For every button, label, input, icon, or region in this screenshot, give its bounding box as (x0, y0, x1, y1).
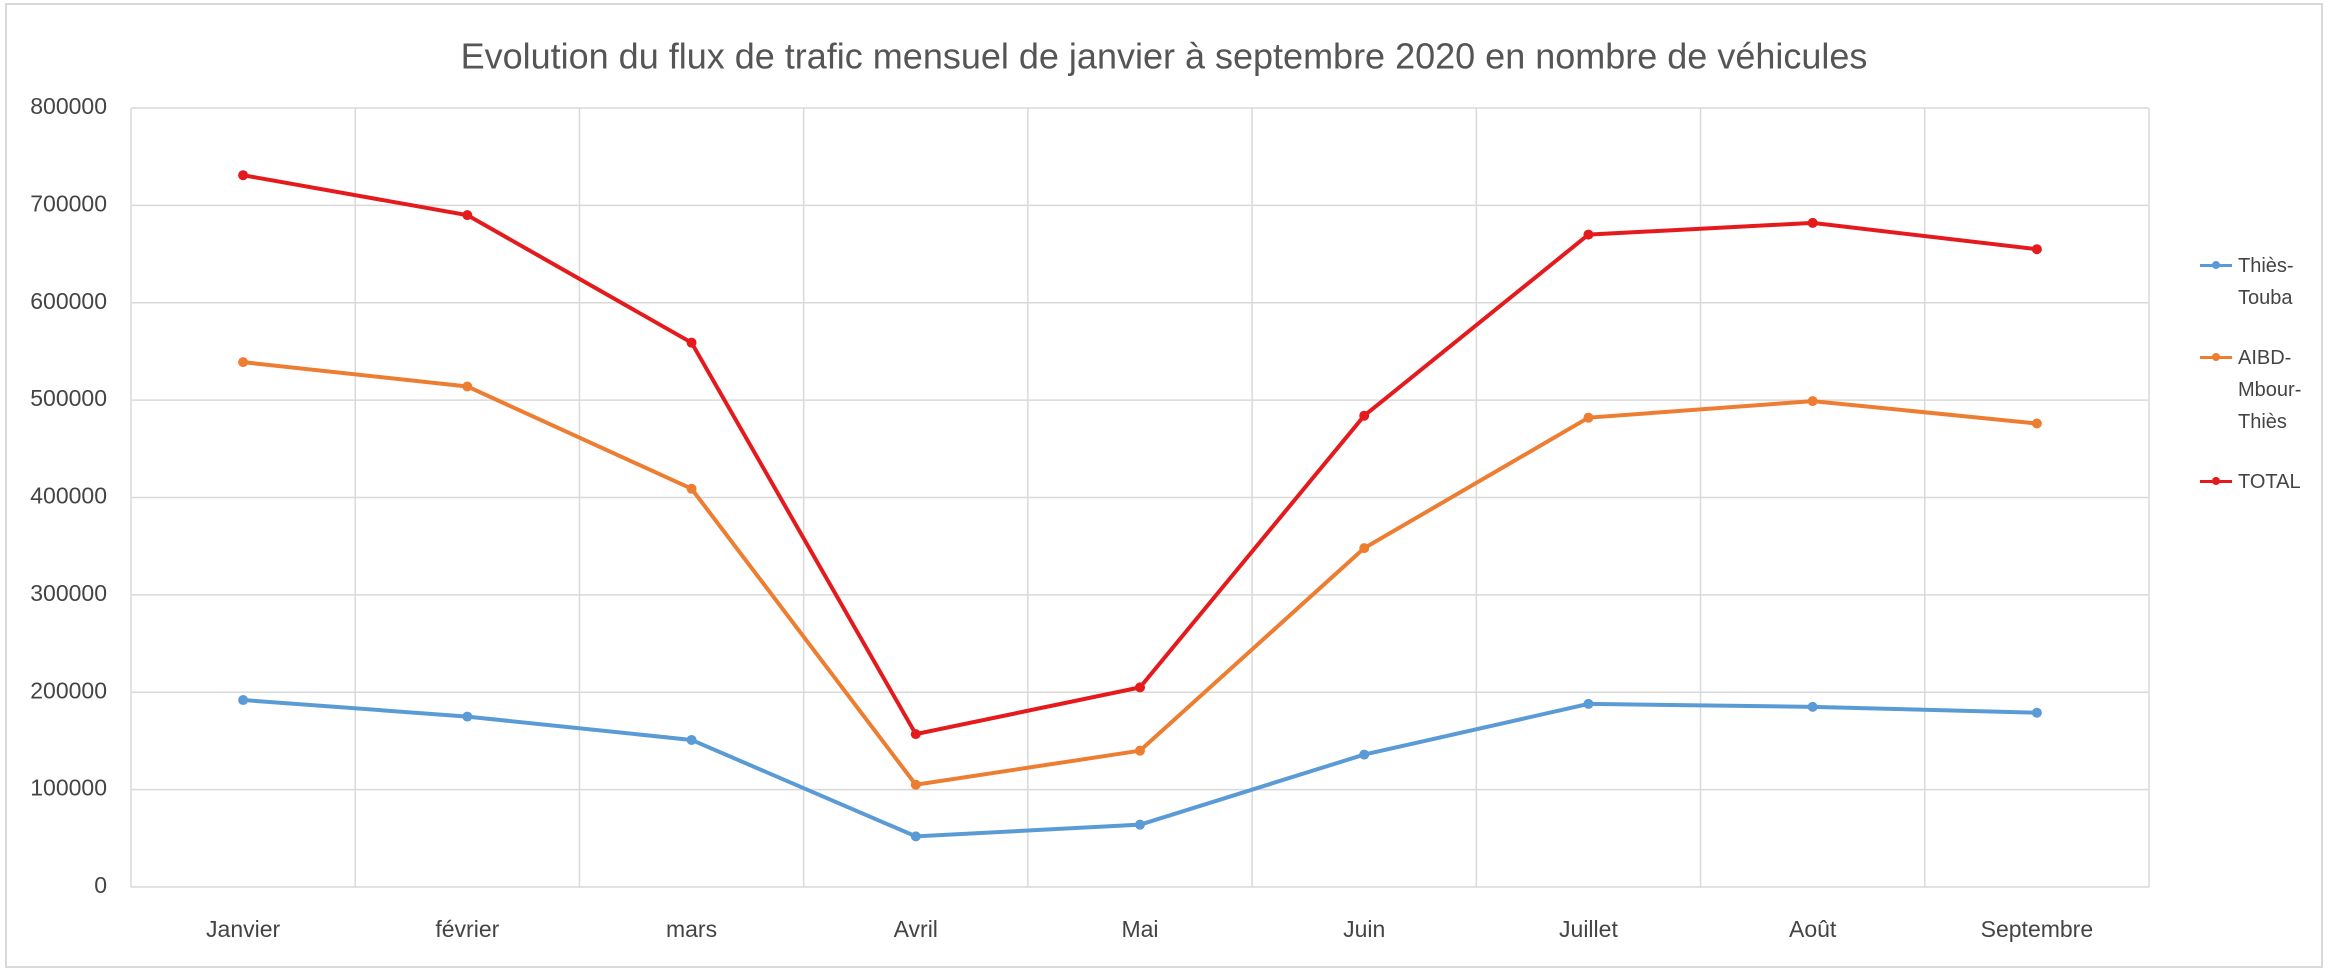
x-tick-label: Août (1789, 916, 1837, 942)
x-tick-label: Septembre (1981, 916, 2094, 942)
data-point (238, 695, 249, 706)
legend: Thiès-Touba AIBD-Mbour-Thiès TOTAL (2200, 250, 2320, 526)
y-tick-label: 500000 (30, 385, 107, 411)
x-tick-label: Juillet (1559, 916, 1618, 942)
data-point (1807, 701, 1818, 712)
data-point (910, 831, 921, 842)
data-point (1135, 745, 1145, 756)
data-point (238, 170, 249, 181)
y-tick-label: 700000 (30, 190, 107, 216)
data-point (1807, 396, 1818, 407)
legend-item: Thiès-Touba (2200, 250, 2320, 314)
legend-swatch (2200, 353, 2232, 361)
x-tick-label: Mai (1121, 916, 1158, 942)
data-point (686, 734, 697, 745)
data-point (686, 483, 697, 494)
data-point (1583, 698, 1594, 709)
x-tick-label: février (435, 916, 499, 942)
data-point (462, 381, 473, 392)
data-point (462, 711, 473, 722)
data-point (1359, 543, 1370, 554)
data-point (238, 357, 249, 368)
data-point (2031, 418, 2042, 429)
data-point (1359, 749, 1370, 760)
data-point (1807, 217, 1818, 228)
legend-item: TOTAL (2200, 466, 2320, 498)
legend-label: TOTAL (2238, 471, 2301, 493)
y-tick-label: 800000 (30, 93, 107, 119)
legend-swatch (2200, 261, 2232, 269)
data-point (1359, 410, 1370, 421)
y-tick-label: 200000 (30, 677, 107, 703)
legend-label: AIBD-Mbour-Thiès (2238, 347, 2302, 433)
legend-swatch (2200, 477, 2232, 485)
x-tick-label: mars (666, 916, 717, 942)
legend-item: AIBD-Mbour-Thiès (2200, 342, 2320, 438)
x-tick-label: Janvier (206, 916, 280, 942)
data-point (910, 779, 921, 790)
data-point (1583, 412, 1594, 423)
x-tick-label: Juin (1343, 916, 1385, 942)
y-tick-label: 300000 (30, 580, 107, 606)
data-point (1135, 682, 1145, 693)
data-point (910, 729, 921, 740)
chart-title: Evolution du flux de trafic mensuel de j… (461, 36, 1868, 77)
y-tick-label: 100000 (30, 775, 107, 801)
data-point (462, 210, 473, 221)
data-point (1583, 229, 1594, 240)
chart-border (5, 3, 2323, 968)
y-tick-label: 600000 (30, 288, 107, 314)
legend-label: Thiès-Touba (2238, 255, 2294, 309)
data-point (2031, 244, 2042, 255)
y-tick-label: 0 (94, 872, 107, 898)
data-point (2031, 707, 2042, 718)
data-point (686, 337, 697, 348)
y-tick-label: 400000 (30, 483, 107, 509)
data-point (1135, 819, 1145, 830)
x-tick-label: Avril (894, 916, 938, 942)
